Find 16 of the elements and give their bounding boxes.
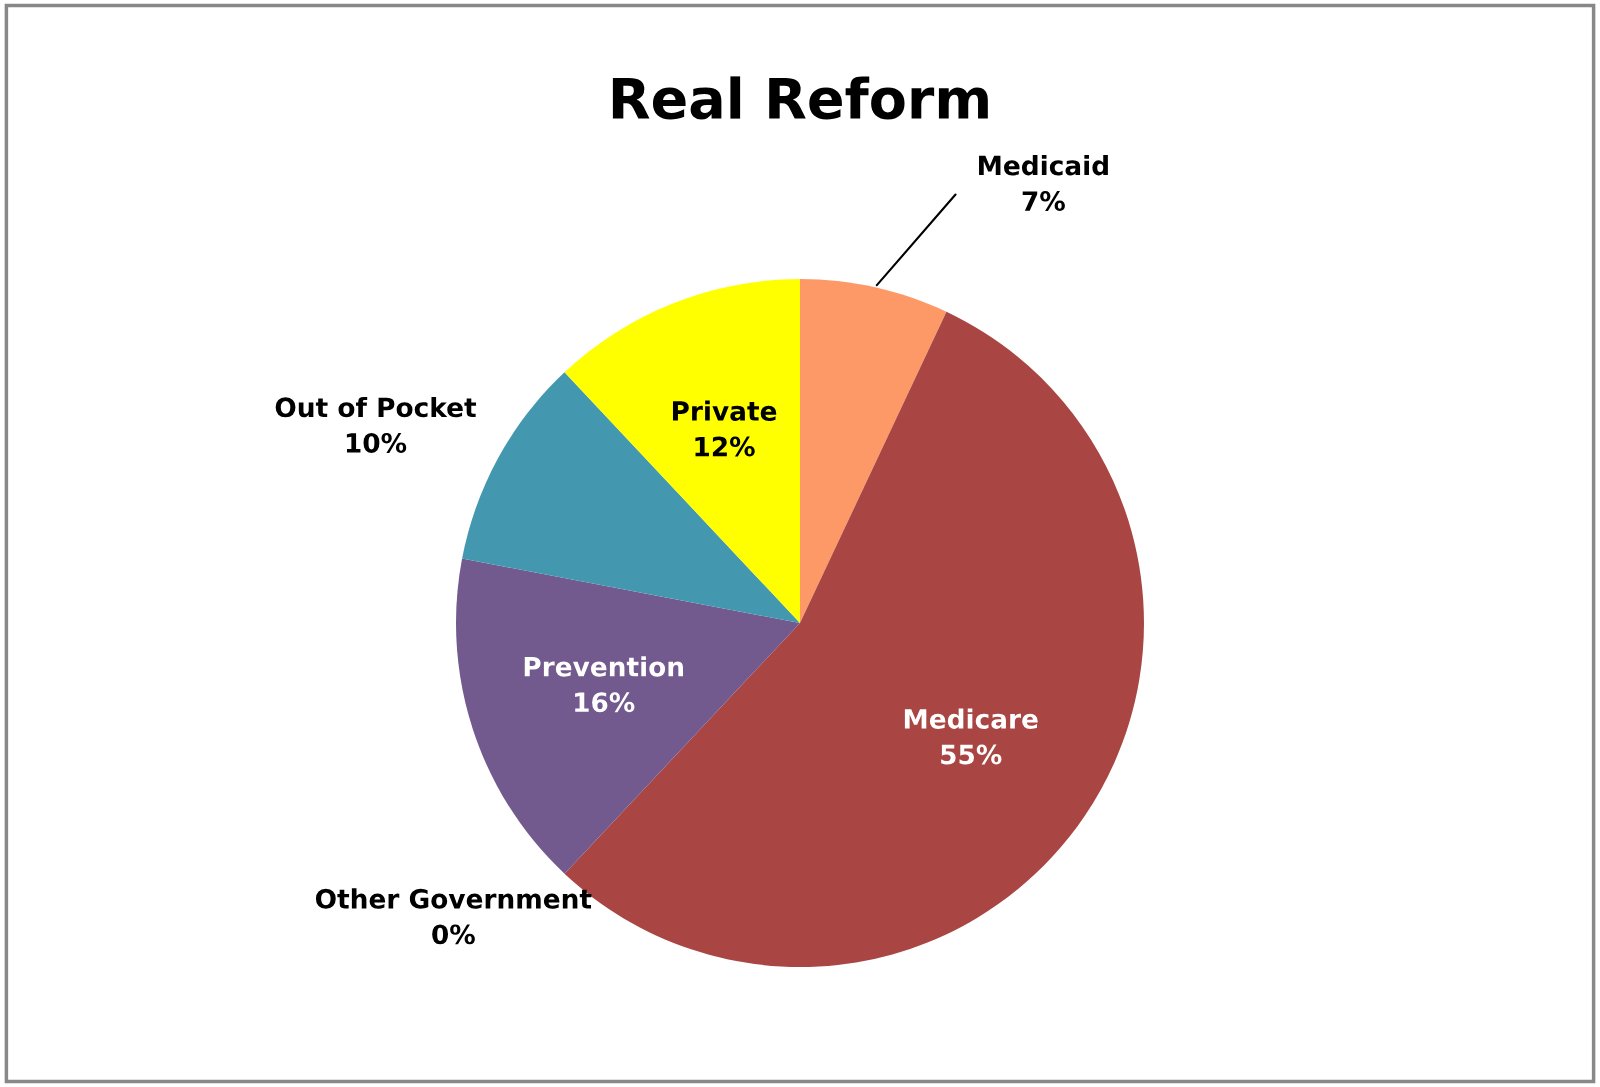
slice-label: Out of Pocket xyxy=(275,396,477,418)
pie-slice xyxy=(564,279,800,623)
slice-label: Prevention xyxy=(524,656,683,677)
data-label: 12% xyxy=(695,436,755,457)
pie-slice xyxy=(456,558,800,874)
data-label: 16% xyxy=(575,692,635,713)
data-label: 10% xyxy=(346,432,407,453)
data-label: 55% xyxy=(941,744,1002,765)
slice-label: Private xyxy=(672,400,777,421)
slice-label: Medicare xyxy=(904,708,1038,729)
data-label: 7% xyxy=(1022,191,1065,212)
text: 0% xyxy=(432,924,475,945)
category-label: Other Government xyxy=(315,888,592,909)
chart-title: Real Reform xyxy=(612,76,988,120)
pie-slice xyxy=(800,279,947,623)
slice-label: Medicaid xyxy=(979,155,1108,176)
